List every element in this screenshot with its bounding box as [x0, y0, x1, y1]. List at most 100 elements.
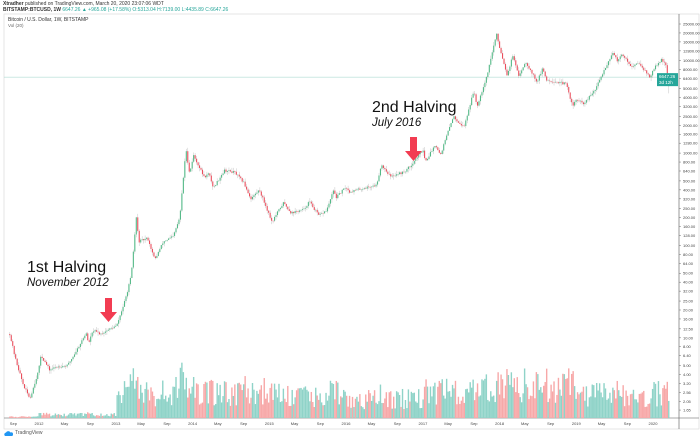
candle [444, 140, 446, 145]
annotation-subtitle: November 2012 [27, 277, 109, 289]
candle [228, 170, 230, 171]
candle [34, 383, 36, 388]
y-tick-label: 32.00 [683, 289, 694, 294]
candle [101, 333, 104, 335]
candle [553, 82, 555, 83]
volume-bar [28, 416, 30, 418]
volume-bar [282, 388, 285, 418]
candle [116, 323, 118, 326]
candle [500, 47, 502, 54]
y-tick-label: 6400.00 [683, 76, 698, 81]
candle [213, 185, 215, 187]
candle [459, 122, 461, 124]
volume-bar [82, 416, 85, 418]
candle [515, 60, 517, 66]
candle [276, 211, 279, 216]
volume-bar [103, 415, 105, 418]
candle [263, 197, 265, 203]
candle [524, 64, 526, 68]
candle [560, 81, 562, 83]
volume-bar [445, 378, 448, 418]
volume-bar [157, 398, 160, 418]
candle [144, 238, 146, 241]
volume-bar [140, 384, 142, 418]
volume-bar [145, 382, 148, 418]
candle [338, 193, 340, 195]
candle [640, 63, 642, 66]
volume-bar [644, 406, 646, 418]
candle [134, 234, 136, 252]
volume-bar [665, 388, 667, 418]
volume-bar [215, 404, 217, 418]
candle [62, 366, 64, 368]
volume-bar [609, 392, 611, 418]
volume-bar [481, 379, 483, 418]
volume-bar [181, 362, 183, 418]
volume-bar [79, 412, 82, 418]
candle [297, 211, 299, 212]
volume-bar [485, 374, 488, 418]
volume-bar [594, 397, 596, 418]
volume-bar [150, 387, 152, 418]
volume-bar [395, 391, 398, 418]
candle [344, 188, 346, 189]
candle [229, 170, 231, 172]
candle [135, 217, 137, 235]
x-tick-label: 2020 [649, 421, 659, 426]
volume-bar [178, 388, 180, 418]
volume-bar [606, 399, 608, 418]
candle [547, 80, 549, 82]
y-tick-label: 1280.00 [683, 141, 698, 146]
candle [507, 70, 509, 76]
candle [446, 135, 448, 141]
candle [415, 158, 417, 161]
volume-bar [163, 399, 165, 418]
candle [200, 167, 202, 170]
volume-bar [497, 372, 499, 418]
volume-bar [410, 391, 413, 418]
candle [391, 175, 393, 177]
volume-bar [51, 415, 54, 418]
candle [654, 65, 657, 70]
candle [569, 92, 571, 99]
volume-bar [554, 402, 557, 418]
candle [225, 169, 227, 172]
candle [441, 150, 443, 154]
volume-bar [253, 389, 255, 418]
y-tick-label: 4.00 [683, 372, 692, 377]
tradingview-logo[interactable]: TradingView [4, 430, 43, 436]
candle [376, 181, 379, 185]
candle [171, 236, 173, 238]
volume-bar [437, 386, 439, 418]
candle [249, 193, 251, 197]
candle [422, 150, 424, 153]
candle [257, 190, 259, 193]
candle [250, 196, 252, 200]
volume-bar [279, 402, 282, 418]
candle [113, 326, 115, 329]
candle [235, 171, 237, 175]
candle [240, 176, 242, 179]
volume-bar [444, 398, 446, 418]
candle [371, 186, 373, 188]
publisher-name[interactable]: Xtradher [3, 1, 24, 7]
volume-bar [337, 382, 339, 418]
publish-info: Xtradher published on TradingView.com, M… [3, 1, 164, 7]
last-price-label: 6647.26 3d 12h [657, 73, 678, 87]
volume-bar [34, 416, 36, 418]
candle [413, 160, 415, 164]
candle [288, 209, 290, 212]
volume-bar [622, 385, 624, 418]
volume-bar [570, 373, 573, 418]
volume-bar [234, 384, 236, 418]
candle [360, 189, 362, 191]
candle [504, 63, 507, 70]
y-tick-label: 2.56 [683, 390, 692, 395]
candle [151, 248, 154, 253]
volume-bar [23, 416, 26, 418]
candle [146, 237, 148, 239]
candle [318, 212, 320, 215]
volume-bar [310, 391, 313, 418]
candle [407, 166, 409, 169]
